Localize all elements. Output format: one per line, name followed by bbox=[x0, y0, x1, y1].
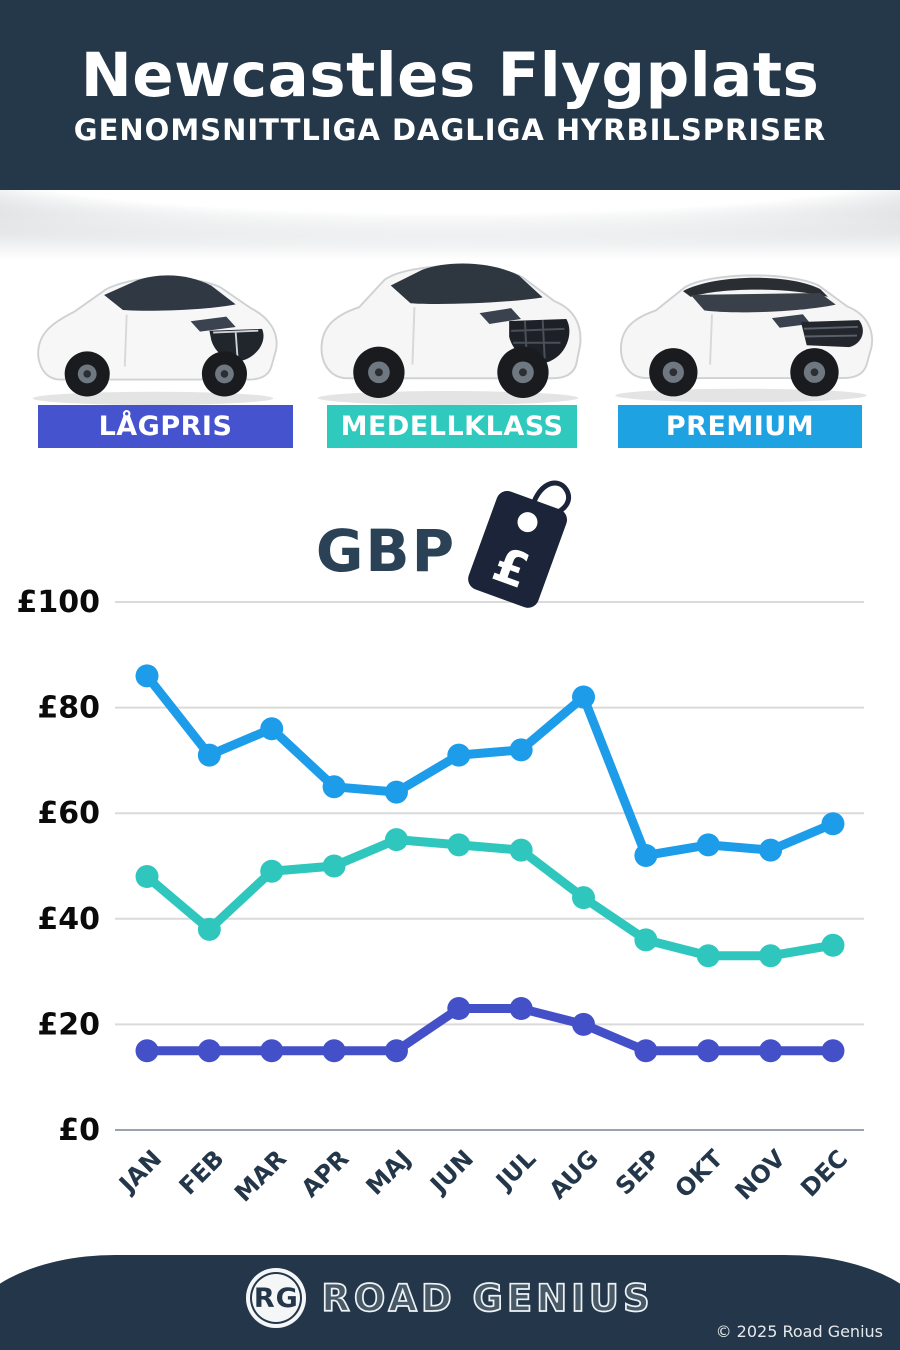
data-point bbox=[821, 933, 845, 957]
data-point bbox=[384, 1039, 408, 1063]
series-line-premium bbox=[142, 671, 838, 860]
data-point bbox=[634, 928, 658, 952]
data-point bbox=[634, 1039, 658, 1063]
data-point bbox=[384, 828, 408, 852]
x-axis-tick-label: APR bbox=[296, 1144, 354, 1202]
x-axis-tick-label: JUL bbox=[489, 1144, 541, 1196]
data-point bbox=[509, 738, 533, 762]
price-chart: £0 £20 £40 £60 £80 £100 JAN FEB MAR APR MAJ JUN JUL A… bbox=[17, 585, 864, 1207]
x-axis-tick-label: AUG bbox=[544, 1144, 604, 1204]
data-point bbox=[197, 743, 221, 767]
data-point bbox=[260, 717, 284, 741]
x-axis-tick-label: FEB bbox=[174, 1144, 230, 1200]
data-point bbox=[322, 1039, 346, 1063]
y-axis-tick-label: £100 bbox=[17, 585, 101, 620]
badge-premium-label: PREMIUM bbox=[665, 411, 815, 442]
data-point bbox=[759, 944, 783, 968]
premium-car-image bbox=[615, 274, 874, 403]
data-point bbox=[572, 886, 596, 910]
data-point bbox=[135, 1039, 159, 1063]
brand-lockup: RG ROAD GENIUS bbox=[0, 1255, 900, 1328]
data-point bbox=[197, 917, 221, 941]
economy-car-image bbox=[32, 275, 278, 405]
data-point bbox=[447, 743, 471, 767]
data-point bbox=[447, 997, 471, 1021]
data-point bbox=[634, 843, 658, 867]
data-point bbox=[759, 1039, 783, 1063]
badge-economy-label: LÅGPRIS bbox=[98, 411, 233, 442]
page-title: Newcastles Flygplats bbox=[80, 40, 820, 111]
copyright-notice: © 2025 Road Genius bbox=[715, 1322, 883, 1341]
x-axis-tick-label: JUN bbox=[424, 1144, 480, 1200]
y-axis-tick-label: £80 bbox=[37, 691, 100, 726]
data-point bbox=[572, 1012, 596, 1036]
data-point bbox=[447, 833, 471, 857]
y-axis-tick-label: £40 bbox=[37, 902, 100, 937]
y-axis-tick-label: £0 bbox=[58, 1113, 100, 1148]
badge-midsize-label: MEDELLKLASS bbox=[340, 411, 564, 442]
x-axis-tick-label: MAR bbox=[229, 1144, 292, 1207]
data-point bbox=[821, 812, 845, 836]
data-point bbox=[260, 1039, 284, 1063]
x-axis-tick-label: NOV bbox=[730, 1144, 791, 1205]
x-axis-tick-label: JAN bbox=[112, 1144, 167, 1199]
series-line-lågpris bbox=[142, 1004, 838, 1056]
x-axis-tick-label: MAJ bbox=[361, 1144, 417, 1200]
header: Newcastles Flygplats GENOMSNITTLIGA DAGL… bbox=[0, 0, 900, 190]
brand-name: ROAD GENIUS bbox=[321, 1276, 654, 1321]
data-point bbox=[572, 685, 596, 709]
data-point bbox=[509, 838, 533, 862]
footer: RG ROAD GENIUS © 2025 Road Genius bbox=[0, 1255, 900, 1350]
data-point bbox=[696, 944, 720, 968]
data-point bbox=[260, 859, 284, 883]
data-point bbox=[696, 833, 720, 857]
x-axis-tick-label: OKT bbox=[670, 1144, 729, 1203]
data-point bbox=[696, 1039, 720, 1063]
badge-premium: PREMIUM bbox=[618, 405, 862, 448]
series-line-medellklass bbox=[142, 835, 838, 961]
road-genius-logo-icon: RG bbox=[246, 1268, 307, 1328]
data-point bbox=[322, 775, 346, 799]
page-subtitle: GENOMSNITTLIGA DAGLIGA HYRBILSPRISER bbox=[73, 113, 827, 147]
badge-midsize: MEDELLKLASS bbox=[327, 405, 577, 448]
data-point bbox=[384, 780, 408, 804]
data-point bbox=[759, 838, 783, 862]
data-point bbox=[135, 664, 159, 688]
data-point bbox=[135, 865, 159, 889]
badge-economy: LÅGPRIS bbox=[38, 405, 293, 448]
data-point bbox=[197, 1039, 221, 1063]
y-axis-tick-label: £20 bbox=[37, 1007, 100, 1042]
data-point bbox=[322, 854, 346, 878]
data-point bbox=[821, 1039, 845, 1063]
header-shine-strip bbox=[0, 190, 900, 260]
data-point bbox=[509, 997, 533, 1021]
x-axis-tick-label: SEP bbox=[610, 1144, 666, 1200]
x-axis-tick-label: DEC bbox=[795, 1144, 853, 1202]
y-axis-tick-label: £60 bbox=[37, 796, 100, 831]
midsize-car-image bbox=[317, 263, 582, 405]
